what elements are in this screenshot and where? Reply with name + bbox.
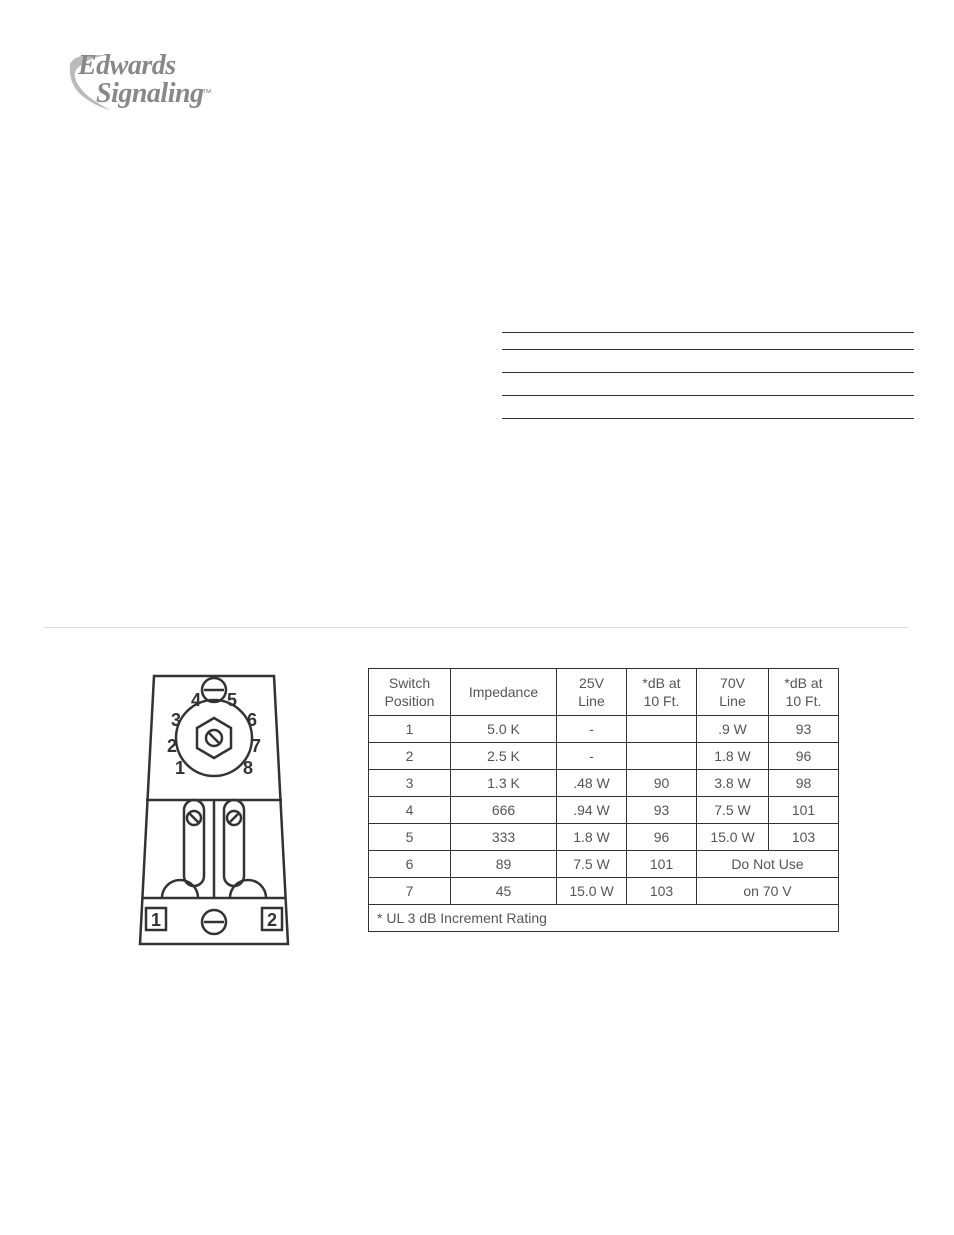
terminal-label-1: 1 [151, 910, 161, 930]
cell-70v-merged: Do Not Use [697, 851, 839, 878]
table-body: 15.0 K-.9 W9322.5 K-1.8 W9631.3 K.48 W90… [369, 716, 839, 905]
cell-db_at_10ft_a [627, 716, 697, 743]
table-row: 15.0 K- .9 W93 [369, 716, 839, 743]
cell-line_25v: 15.0 W [557, 878, 627, 905]
rotary-label-2: 2 [167, 736, 177, 756]
table-header-row: SwitchPosition Impedance 25VLine *dB at1… [369, 669, 839, 716]
rule-block [502, 332, 914, 441]
hr-5 [502, 418, 914, 419]
hr-3 [502, 372, 914, 373]
cell-line_25v: .94 W [557, 797, 627, 824]
logo-tm: ™ [202, 88, 212, 99]
cell-db_at_10ft_a [627, 743, 697, 770]
col-db-10ft-b: *dB at10 Ft. [769, 669, 839, 716]
cell-line_25v: .48 W [557, 770, 627, 797]
col-db-10ft-a: *dB at10 Ft. [627, 669, 697, 716]
cell-impedance: 5.0 K [451, 716, 557, 743]
table-row: 4666.94 W937.5 W101 [369, 797, 839, 824]
spec-table: SwitchPosition Impedance 25VLine *dB at1… [368, 668, 839, 932]
cell-db_at_10ft_b: 103 [769, 824, 839, 851]
cell-db_at_10ft_a: 96 [627, 824, 697, 851]
cell-line_70v: 15.0 W [697, 824, 769, 851]
rotary-label-6: 6 [247, 710, 257, 730]
col-25v-line: 25VLine [557, 669, 627, 716]
brand-logo: Edwards Signaling™ [78, 52, 288, 108]
cell-line_70v: .9 W [697, 716, 769, 743]
cell-impedance: 89 [451, 851, 557, 878]
cell-db_at_10ft_b: 93 [769, 716, 839, 743]
table-row: 53331.8 W9615.0 W103 [369, 824, 839, 851]
cell-switch_position: 6 [369, 851, 451, 878]
table-row: 31.3 K.48 W903.8 W98 [369, 770, 839, 797]
rotary-label-1: 1 [175, 758, 185, 778]
cell-db_at_10ft_b: 96 [769, 743, 839, 770]
cell-switch_position: 4 [369, 797, 451, 824]
cell-line_25v: - [557, 716, 627, 743]
cell-impedance: 333 [451, 824, 557, 851]
hr-1 [502, 332, 914, 333]
cell-impedance: 45 [451, 878, 557, 905]
hr-2 [502, 349, 914, 350]
switch-diagram: 1 2 3 4 5 6 7 8 1 2 [128, 666, 300, 956]
cell-switch_position: 1 [369, 716, 451, 743]
table-row: 22.5 K- 1.8 W96 [369, 743, 839, 770]
table-row: 6897.5 W101Do Not Use [369, 851, 839, 878]
cell-line_70v: 3.8 W [697, 770, 769, 797]
section-separator [43, 627, 909, 628]
rotary-label-7: 7 [251, 736, 261, 756]
cell-impedance: 1.3 K [451, 770, 557, 797]
rotary-label-3: 3 [171, 710, 181, 730]
cell-db_at_10ft_a: 93 [627, 797, 697, 824]
cell-70v-merged: on 70 V [697, 878, 839, 905]
cell-db_at_10ft_a: 90 [627, 770, 697, 797]
cell-line_25v: - [557, 743, 627, 770]
rotary-label-5: 5 [227, 690, 237, 710]
cell-switch_position: 3 [369, 770, 451, 797]
table-row: 74515.0 W103on 70 V [369, 878, 839, 905]
cell-switch_position: 7 [369, 878, 451, 905]
cell-db_at_10ft_b: 98 [769, 770, 839, 797]
cell-line_25v: 1.8 W [557, 824, 627, 851]
cell-db_at_10ft_b: 101 [769, 797, 839, 824]
table-footnote: * UL 3 dB Increment Rating [369, 905, 839, 932]
cell-switch_position: 2 [369, 743, 451, 770]
col-impedance: Impedance [451, 669, 557, 716]
col-switch-position: SwitchPosition [369, 669, 451, 716]
hr-4 [502, 395, 914, 396]
col-70v-line: 70VLine [697, 669, 769, 716]
cell-line_70v: 7.5 W [697, 797, 769, 824]
cell-impedance: 2.5 K [451, 743, 557, 770]
rotary-label-4: 4 [191, 690, 201, 710]
cell-line_70v: 1.8 W [697, 743, 769, 770]
rotary-label-8: 8 [243, 758, 253, 778]
cell-db_at_10ft_a: 101 [627, 851, 697, 878]
cell-db_at_10ft_a: 103 [627, 878, 697, 905]
cell-impedance: 666 [451, 797, 557, 824]
terminal-label-2: 2 [267, 910, 277, 930]
cell-switch_position: 5 [369, 824, 451, 851]
logo-line-1: Edwards [78, 52, 288, 80]
logo-line-2: Signaling [96, 78, 204, 109]
cell-line_25v: 7.5 W [557, 851, 627, 878]
